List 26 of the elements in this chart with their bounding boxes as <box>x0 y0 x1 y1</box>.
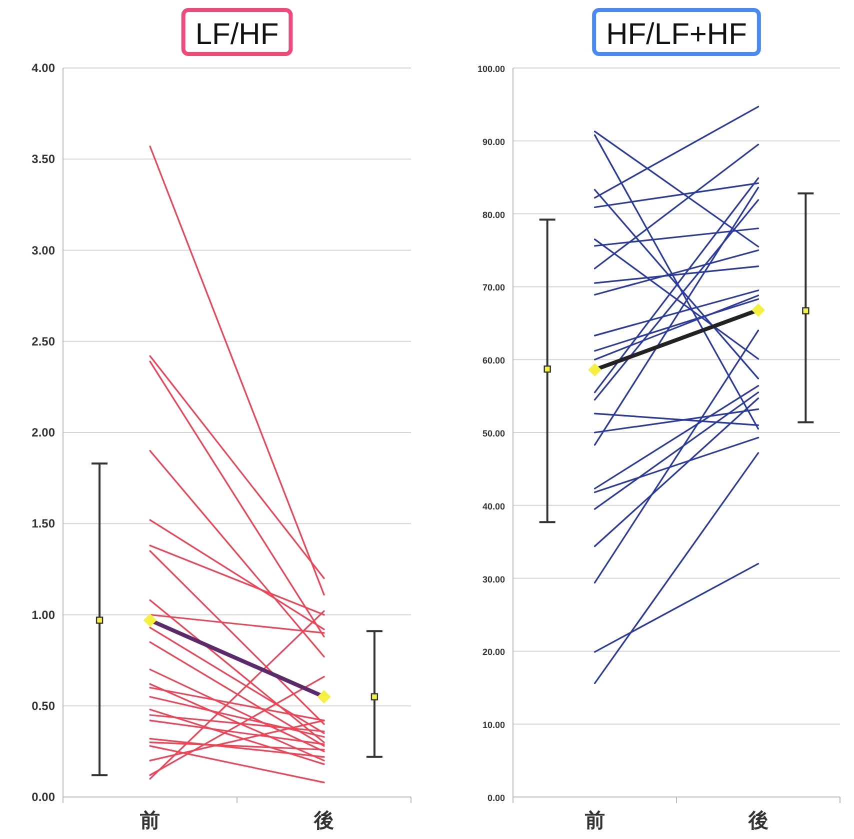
y-tick-label: 2.50 <box>32 334 56 348</box>
chart-title: LF/HF <box>195 18 279 51</box>
x-tick-label: 前 <box>139 810 160 832</box>
y-tick-label: 3.50 <box>32 152 56 166</box>
y-tick-label: 1.00 <box>32 608 56 622</box>
y-tick-label: 60.00 <box>482 356 505 366</box>
x-tick-label: 前 <box>584 810 605 832</box>
chart-title: HF/LF+HF <box>606 18 747 51</box>
y-tick-label: 40.00 <box>482 501 505 512</box>
y-tick-label: 3.00 <box>32 243 56 258</box>
y-tick-label: 0.00 <box>487 793 505 803</box>
y-tick-label: 0.50 <box>32 698 56 713</box>
y-tick-label: 80.00 <box>482 210 505 220</box>
x-tick-label: 後 <box>313 810 334 832</box>
y-tick-label: 90.00 <box>482 136 505 147</box>
y-tick-label: 1.50 <box>32 516 56 531</box>
y-tick-label: 0.00 <box>32 790 56 804</box>
y-tick-label: 2.00 <box>32 426 56 440</box>
x-tick-label: 後 <box>747 810 768 832</box>
y-tick-label: 4.00 <box>32 61 56 75</box>
y-tick-label: 100.00 <box>477 64 505 74</box>
y-tick-label: 20.00 <box>482 647 505 658</box>
y-tick-label: 70.00 <box>482 282 505 293</box>
y-tick-label: 10.00 <box>482 720 505 730</box>
y-tick-label: 50.00 <box>482 428 505 438</box>
y-tick-label: 30.00 <box>482 574 505 584</box>
